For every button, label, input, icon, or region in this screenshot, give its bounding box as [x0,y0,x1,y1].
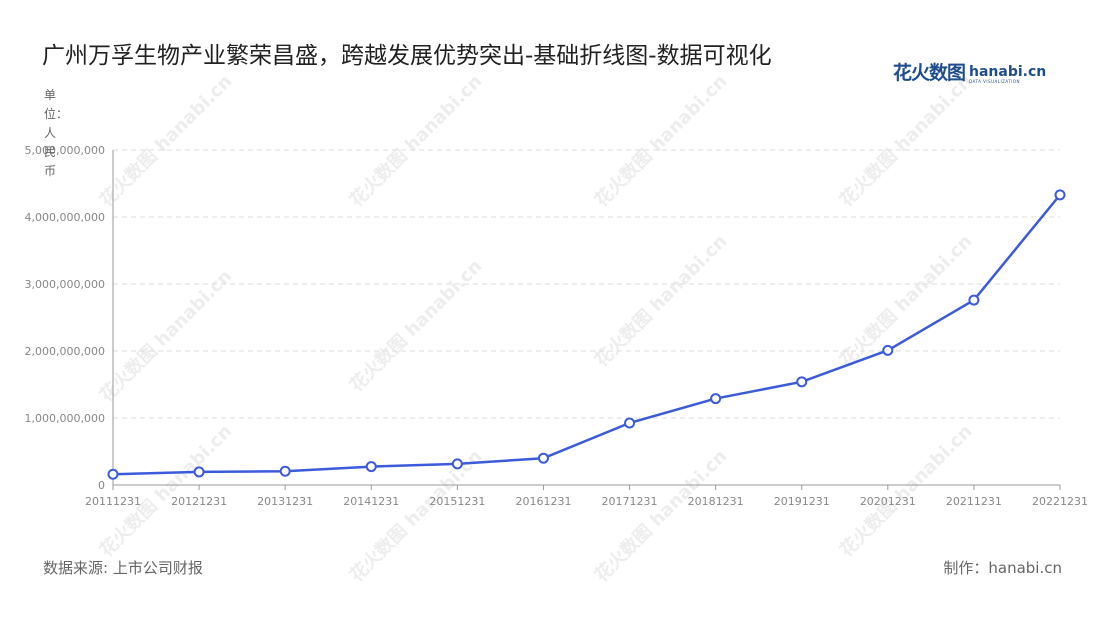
data-point [1054,189,1066,201]
data-point [537,452,549,464]
watermark-text: 花火数图 hanabi.cn [345,255,486,396]
x-tick-labels: 20111231 20121231 20131231 20141231 20151231… [85,485,1088,508]
y-tick-label: 5,000,000,000 [25,144,105,157]
logo-en-text: hanabi.cn [969,64,1047,80]
y-tick-labels: 0 1,000,000,000 2,000,000,000 3,000,000,000… [25,144,105,492]
watermark-text: 花火数图 hanabi.cn [835,420,976,561]
brand-logo: 花火数图 hanabi.cn DATA VISUALIZATION [893,58,1046,85]
x-tick-label: 20131231 [257,495,313,508]
logo-cn-text: 花火数图 [893,62,966,84]
watermark-text: 花火数图 hanabi.cn [590,445,731,586]
data-point [796,376,808,388]
x-tick-label: 20111231 [85,495,141,508]
x-tick-label: 20221231 [1032,495,1088,508]
data-source: 数据来源: 上市公司财报 [43,559,203,577]
watermark-text: 花火数图 hanabi.cn [590,230,731,371]
data-point [279,465,291,477]
x-tick-label: 20161231 [515,495,571,508]
y-tick-label: 1,000,000,000 [25,412,105,425]
y-tick-label: 2,000,000,000 [25,345,105,358]
x-tick-label: 20181231 [688,495,744,508]
watermark-text: 花火数图 hanabi.cn [590,70,731,211]
x-tick-label: 20201231 [860,495,916,508]
y-tick-label: 0 [98,479,105,492]
chart-title: 广州万孚生物产业繁荣昌盛，跨越发展优势突出-基础折线图-数据可视化 [42,43,772,69]
x-tick-label: 20191231 [774,495,830,508]
watermark-text: 花火数图 hanabi.cn [835,230,976,371]
data-point [624,417,636,429]
data-point [451,458,463,470]
y-axis-unit-label: 单位：人民币 [44,88,69,178]
x-tick-label: 20211231 [946,495,1002,508]
data-point [968,294,980,306]
data-point [107,468,119,480]
data-point [882,344,894,356]
watermark-text: 花火数图 hanabi.cn [95,265,236,406]
x-tick-label: 20171231 [602,495,658,508]
series-line [112,194,1061,476]
watermark-text: 花火数图 hanabi.cn [345,70,486,211]
watermark-text: 花火数图 hanabi.cn [95,70,236,211]
data-point [710,393,722,405]
watermark-text: 花火数图 hanabi.cn [835,70,976,211]
watermark-layer: 花火数图 hanabi.cn 花火数图 hanabi.cn 花火数图 hanabi.… [95,70,976,586]
data-point [193,466,205,478]
series-layer [107,189,1066,480]
axes [112,150,1060,486]
data-point [365,461,377,473]
x-tick-label: 20141231 [343,495,399,508]
y-tick-label: 4,000,000,000 [25,211,105,224]
grid-lines [113,149,1060,419]
x-tick-label: 20151231 [429,495,485,508]
credit: 制作：hanabi.cn [943,559,1062,577]
logo-sub-text: DATA VISUALIZATION [969,79,1021,84]
watermark-text: 花火数图 hanabi.cn [95,420,236,561]
y-tick-label: 3,000,000,000 [25,278,105,291]
x-tick-label: 20121231 [171,495,227,508]
